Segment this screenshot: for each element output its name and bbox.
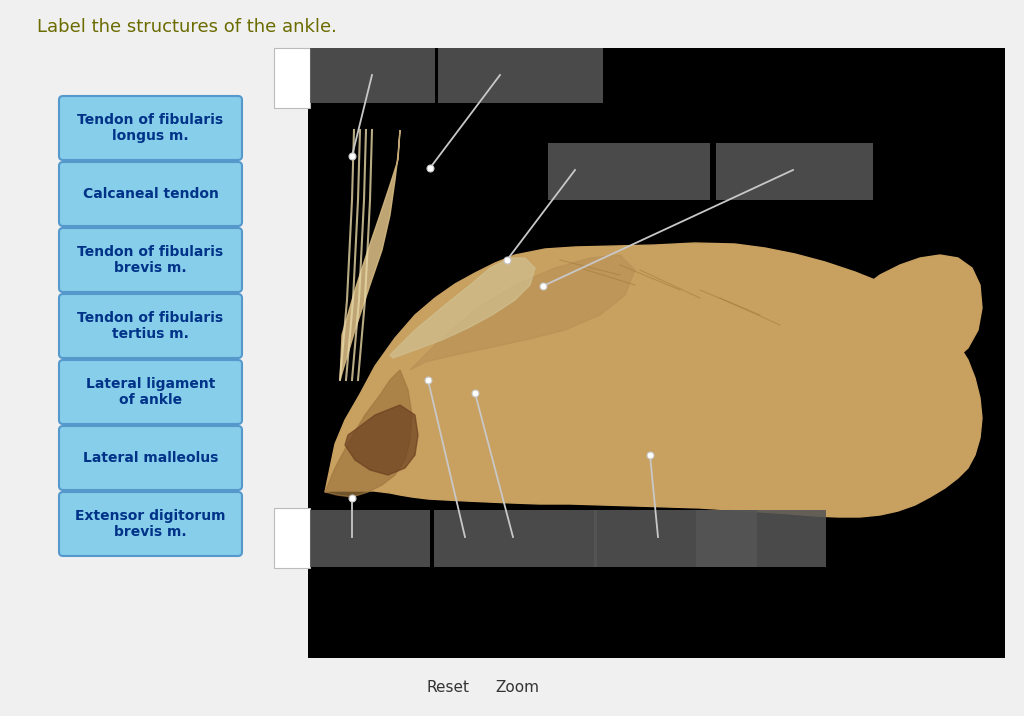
Polygon shape [325, 243, 982, 517]
Bar [310, 510, 430, 567]
Text: Extensor digitorum
brevis m.: Extensor digitorum brevis m. [75, 509, 225, 539]
Polygon shape [340, 130, 400, 380]
Text: Label the structures of the ankle.: Label the structures of the ankle. [37, 18, 337, 36]
Bar [310, 48, 435, 103]
Bar [434, 510, 597, 567]
FancyBboxPatch shape [59, 162, 242, 226]
Text: Reset: Reset [427, 680, 470, 695]
Text: Tendon of fibularis
tertius m.: Tendon of fibularis tertius m. [78, 311, 223, 341]
Polygon shape [410, 255, 635, 370]
Polygon shape [345, 405, 418, 475]
FancyBboxPatch shape [59, 96, 242, 160]
Text: Tendon of fibularis
longus m.: Tendon of fibularis longus m. [78, 113, 223, 143]
Bar [696, 510, 826, 567]
Text: Lateral malleolus: Lateral malleolus [83, 451, 218, 465]
Bar [274, 508, 310, 568]
FancyBboxPatch shape [59, 492, 242, 556]
FancyBboxPatch shape [59, 294, 242, 358]
Polygon shape [390, 258, 535, 358]
Text: Lateral ligament
of ankle: Lateral ligament of ankle [86, 377, 215, 407]
Text: Tendon of fibularis
brevis m.: Tendon of fibularis brevis m. [78, 245, 223, 275]
Bar [274, 48, 310, 108]
Bar [308, 48, 1005, 658]
FancyBboxPatch shape [59, 228, 242, 292]
Polygon shape [325, 370, 412, 497]
Text: Zoom: Zoom [495, 680, 539, 695]
Bar [716, 143, 873, 200]
Polygon shape [860, 255, 982, 375]
Bar [594, 510, 757, 567]
Text: Calcaneal tendon: Calcaneal tendon [83, 187, 218, 201]
FancyBboxPatch shape [59, 426, 242, 490]
Bar [438, 48, 603, 103]
FancyBboxPatch shape [59, 360, 242, 424]
Bar [548, 143, 710, 200]
